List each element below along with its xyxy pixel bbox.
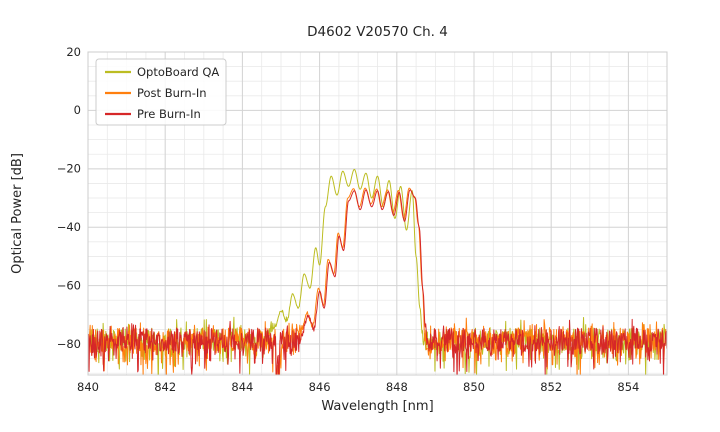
- legend-label: OptoBoard QA: [137, 65, 219, 79]
- data-series: [88, 168, 667, 375]
- y-axis-label: Optical Power [dB]: [10, 153, 25, 274]
- x-tick-label: 854: [617, 380, 639, 394]
- y-tick-label: 0: [74, 103, 81, 117]
- chart-title: D4602 V20570 Ch. 4: [307, 24, 448, 40]
- x-tick-label: 842: [154, 380, 176, 394]
- y-tick-label: 20: [66, 45, 81, 59]
- legend-label: Pre Burn-In: [137, 107, 201, 121]
- legend-label: Post Burn-In: [137, 86, 207, 100]
- y-tick-label: −80: [57, 337, 81, 351]
- x-tick-label: 852: [540, 380, 562, 394]
- y-tick-label: −40: [57, 220, 81, 234]
- plot-frame: [87, 51, 668, 376]
- x-tick-label: 844: [231, 380, 253, 394]
- y-tick-label: −60: [57, 278, 81, 292]
- legend: OptoBoard QA Post Burn-In Pre Burn-In: [95, 58, 227, 126]
- y-tick-label: −20: [57, 162, 81, 176]
- x-tick-label: 850: [463, 380, 485, 394]
- legend-box: [95, 58, 227, 126]
- tick-labels: 840 842 844 846 848 850 852 854 20 0 −20 −40 −60 −80: [57, 45, 640, 394]
- x-axis-label: Wavelength [nm]: [321, 399, 433, 414]
- series-pre-burn-in: [88, 189, 667, 375]
- x-tick-label: 848: [386, 380, 408, 394]
- x-tick-label: 840: [77, 380, 99, 394]
- x-tick-label: 846: [309, 380, 331, 394]
